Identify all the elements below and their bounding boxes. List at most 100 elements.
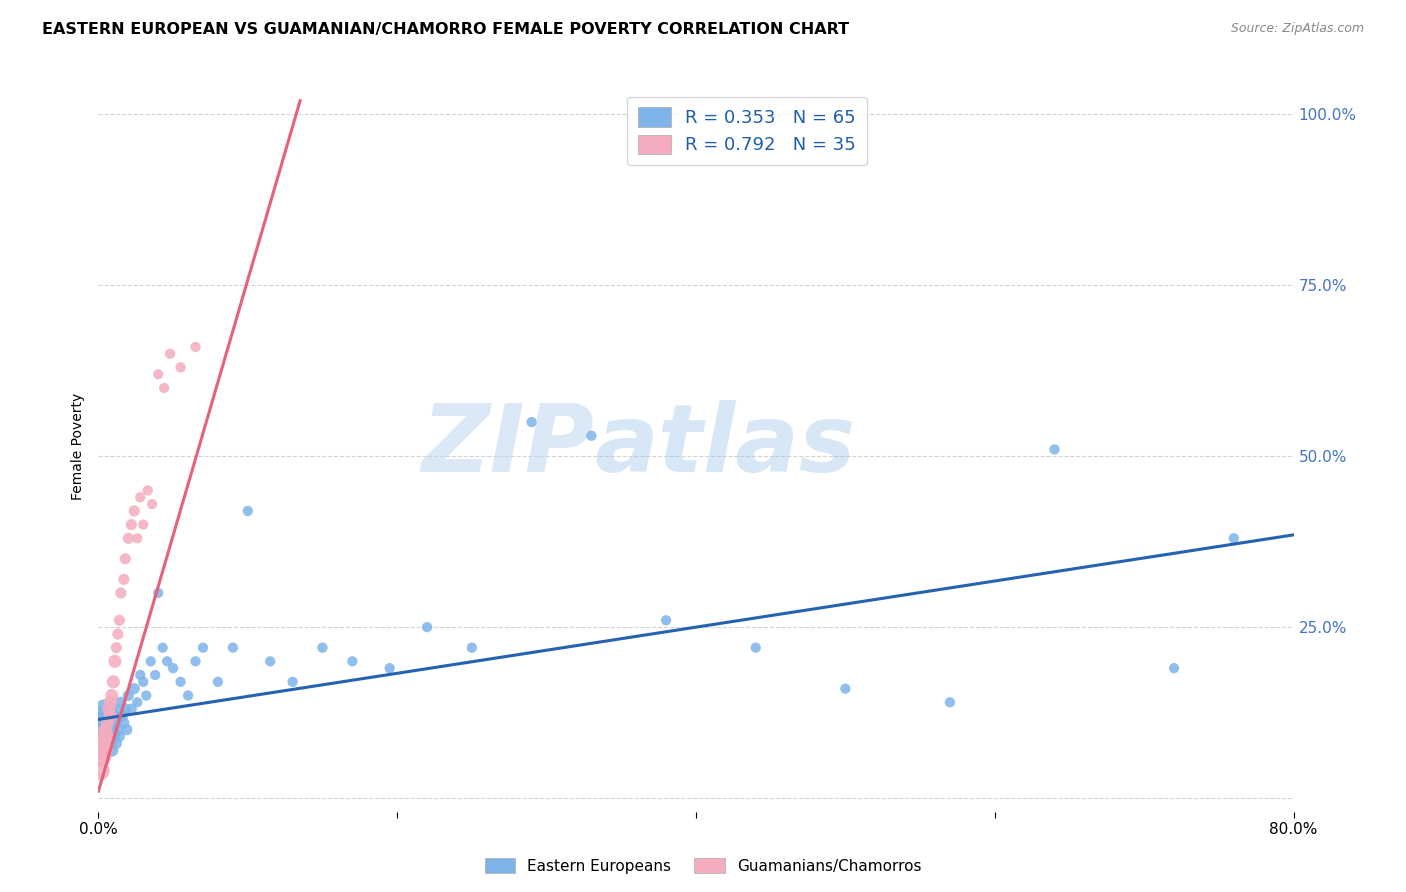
Point [132,517,155,532]
Text: EASTERN EUROPEAN VS GUAMANIAN/CHAMORRO FEMALE POVERTY CORRELATION CHART: EASTERN EUROPEAN VS GUAMANIAN/CHAMORRO F… [42,22,849,37]
Point [90,736,112,750]
Point [124,504,146,518]
Text: ZIP: ZIP [422,400,595,492]
Point [148,368,170,382]
Point [114,702,136,716]
Point [129,490,152,504]
Point [141,497,163,511]
Point [107,627,129,641]
Point [177,689,200,703]
Point [103,674,125,689]
Point [101,689,124,703]
Text: Source: ZipAtlas.com: Source: ZipAtlas.com [1230,22,1364,36]
Point [207,674,229,689]
Point [89,723,111,737]
Point [135,689,157,703]
Point [416,620,439,634]
Point [96,715,118,730]
Point [108,613,131,627]
Point [184,340,207,354]
Point [159,347,181,361]
Point [342,654,364,668]
Point [281,674,304,689]
Point [96,709,118,723]
Point [98,736,122,750]
Point [136,483,159,498]
Point [939,695,962,709]
Point [90,736,112,750]
Point [98,702,122,716]
Point [120,702,142,716]
Point [105,702,128,716]
Point [120,517,142,532]
Point [98,709,122,723]
Point [103,709,125,723]
Point [115,723,138,737]
Point [117,689,139,703]
Point [520,415,543,429]
Point [114,551,136,566]
Text: atlas: atlas [595,400,856,492]
Point [655,613,678,627]
Point [101,743,124,757]
Point [97,730,120,744]
Point [103,730,125,744]
Point [143,668,166,682]
Legend: R = 0.353   N = 65, R = 0.792   N = 35: R = 0.353 N = 65, R = 0.792 N = 35 [627,96,866,165]
Point [93,730,115,744]
Point [745,640,768,655]
Point [132,674,155,689]
Point [153,381,176,395]
Point [191,640,214,655]
Point [93,702,115,716]
Point [156,654,179,668]
Legend: Eastern Europeans, Guamanians/Chamorros: Eastern Europeans, Guamanians/Chamorros [478,852,928,880]
Point [236,504,259,518]
Point [90,709,112,723]
Point [96,730,118,744]
Point [105,736,128,750]
Point [127,695,149,709]
Point [1163,661,1185,675]
Point [259,654,281,668]
Point [1043,442,1066,457]
Point [94,743,117,757]
Point [105,640,128,655]
Point [1223,531,1246,545]
Point [127,531,149,545]
Point [222,640,245,655]
Point [96,743,118,757]
Point [94,736,117,750]
Point [104,654,127,668]
Point [111,709,134,723]
Point [97,702,120,716]
Point [834,681,856,696]
Point [112,715,135,730]
Point [148,586,170,600]
Point [104,715,127,730]
Point [91,730,114,744]
Point [152,640,174,655]
Point [581,429,603,443]
Point [117,531,139,545]
Point [110,695,132,709]
Point [110,586,132,600]
Point [129,668,152,682]
Point [311,640,333,655]
Point [98,695,122,709]
Point [184,654,207,668]
Point [107,723,129,737]
Point [162,661,184,675]
Point [91,715,114,730]
Point [91,743,114,757]
Point [461,640,484,655]
Point [94,723,117,737]
Point [89,764,111,778]
Point [169,360,191,375]
Point [97,715,120,730]
Point [93,736,115,750]
Point [112,572,135,586]
Y-axis label: Female Poverty: Female Poverty [72,392,86,500]
Point [378,661,401,675]
Point [139,654,162,668]
